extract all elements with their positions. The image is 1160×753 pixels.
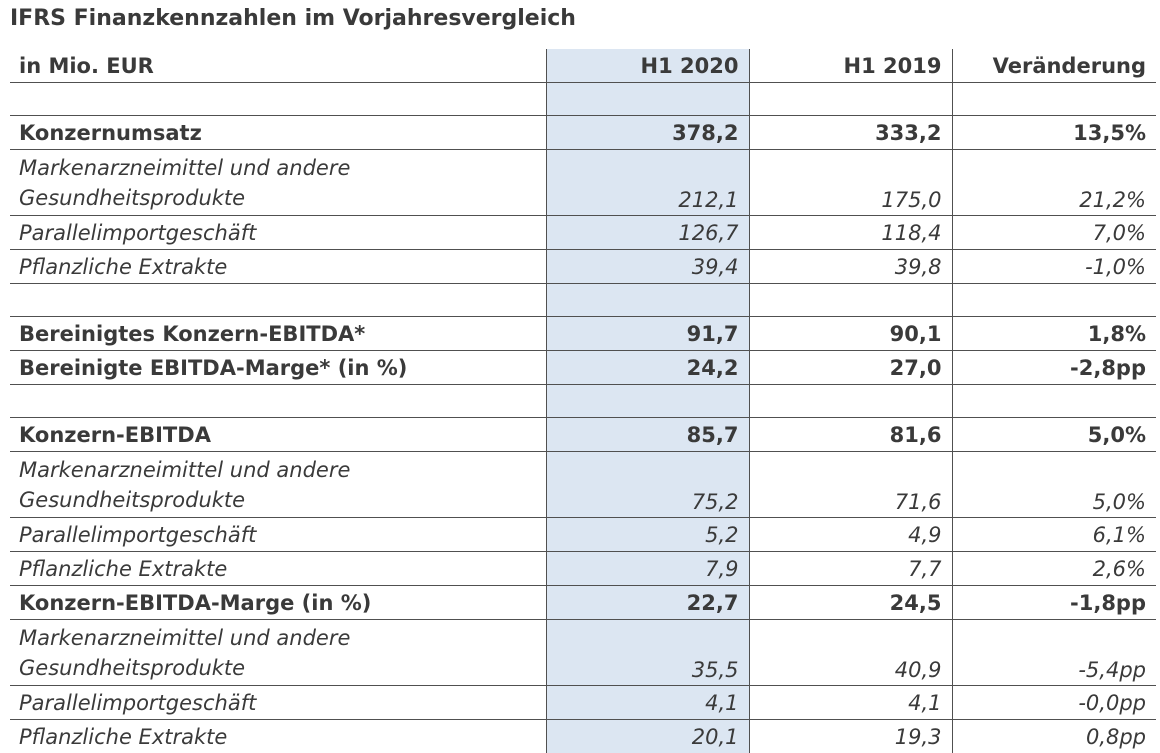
row-label <box>10 83 546 116</box>
value-h1-2020 <box>546 284 749 317</box>
value-change <box>952 385 1156 418</box>
value-h1-2020: 4,1 <box>546 686 749 720</box>
value-h1-2020: 85,7 <box>546 418 749 452</box>
row-label: Konzern-EBITDA <box>10 418 546 452</box>
value-h1-2019: 40,9 <box>749 620 952 686</box>
value-h1-2020: 20,1 <box>546 720 749 753</box>
value-h1-2020: 91,7 <box>546 317 749 351</box>
value-h1-2019: 39,8 <box>749 250 952 284</box>
value-change: 1,8% <box>952 317 1156 351</box>
row-label: Bereinigtes Konzern-EBITDA* <box>10 317 546 351</box>
page-title: IFRS Finanzkennzahlen im Vorjahresvergle… <box>10 6 576 31</box>
table-row: Markenarzneimittel und andere Gesundheit… <box>10 150 1156 216</box>
row-label: Konzernumsatz <box>10 116 546 150</box>
spacer-row <box>10 385 1156 418</box>
spacer-row <box>10 83 1156 116</box>
value-h1-2020: 39,4 <box>546 250 749 284</box>
value-h1-2019: 4,1 <box>749 686 952 720</box>
value-h1-2019 <box>749 284 952 317</box>
value-h1-2020: 22,7 <box>546 586 749 620</box>
value-change <box>952 284 1156 317</box>
row-label: Pflanzliche Extrakte <box>10 552 546 586</box>
value-h1-2019: 118,4 <box>749 216 952 250</box>
row-label: Parallelimportgeschäft <box>10 518 546 552</box>
value-h1-2019: 333,2 <box>749 116 952 150</box>
value-h1-2019: 175,0 <box>749 150 952 216</box>
value-h1-2019: 90,1 <box>749 317 952 351</box>
column-header-unit: in Mio. EUR <box>10 49 546 83</box>
financials-table: in Mio. EUR H1 2020 H1 2019 Veränderung … <box>10 49 1156 753</box>
value-h1-2020: 7,9 <box>546 552 749 586</box>
value-h1-2019: 71,6 <box>749 452 952 518</box>
spacer-row <box>10 284 1156 317</box>
value-h1-2019: 81,6 <box>749 418 952 452</box>
value-h1-2019 <box>749 83 952 116</box>
row-label: Markenarzneimittel und andere Gesundheit… <box>10 452 546 518</box>
value-h1-2020: 378,2 <box>546 116 749 150</box>
value-change: -1,0% <box>952 250 1156 284</box>
table-row: Markenarzneimittel und andere Gesundheit… <box>10 620 1156 686</box>
row-label: Markenarzneimittel und andere Gesundheit… <box>10 620 546 686</box>
value-h1-2020: 126,7 <box>546 216 749 250</box>
value-h1-2020: 35,5 <box>546 620 749 686</box>
value-change: -0,0pp <box>952 686 1156 720</box>
value-change: 2,6% <box>952 552 1156 586</box>
value-h1-2019: 4,9 <box>749 518 952 552</box>
row-label: Parallelimportgeschäft <box>10 686 546 720</box>
value-h1-2020: 212,1 <box>546 150 749 216</box>
value-change: 6,1% <box>952 518 1156 552</box>
row-label: Bereinigte EBITDA-Marge* (in %) <box>10 351 546 385</box>
value-h1-2019 <box>749 385 952 418</box>
value-change: 13,5% <box>952 116 1156 150</box>
value-change: -1,8pp <box>952 586 1156 620</box>
row-label: Markenarzneimittel und andere Gesundheit… <box>10 150 546 216</box>
value-change: 21,2% <box>952 150 1156 216</box>
row-label <box>10 284 546 317</box>
row-label: Parallelimportgeschäft <box>10 216 546 250</box>
value-change: 7,0% <box>952 216 1156 250</box>
value-change <box>952 83 1156 116</box>
table-header-row: in Mio. EUR H1 2020 H1 2019 Veränderung <box>10 49 1156 83</box>
value-h1-2020: 5,2 <box>546 518 749 552</box>
row-label: Konzern-EBITDA-Marge (in %) <box>10 586 546 620</box>
value-h1-2020 <box>546 83 749 116</box>
value-h1-2019: 19,3 <box>749 720 952 753</box>
value-h1-2020: 75,2 <box>546 452 749 518</box>
column-header-change: Veränderung <box>952 49 1156 83</box>
value-h1-2019: 27,0 <box>749 351 952 385</box>
row-label: Pflanzliche Extrakte <box>10 250 546 284</box>
value-h1-2019: 7,7 <box>749 552 952 586</box>
value-change: 5,0% <box>952 418 1156 452</box>
row-label: Pflanzliche Extrakte <box>10 720 546 753</box>
column-header-h1-2020: H1 2020 <box>546 49 749 83</box>
value-change: 5,0% <box>952 452 1156 518</box>
value-change: -2,8pp <box>952 351 1156 385</box>
table-row: Markenarzneimittel und andere Gesundheit… <box>10 452 1156 518</box>
value-h1-2020: 24,2 <box>546 351 749 385</box>
value-h1-2019: 24,5 <box>749 586 952 620</box>
value-change: 0,8pp <box>952 720 1156 753</box>
value-h1-2020 <box>546 385 749 418</box>
row-label <box>10 385 546 418</box>
value-change: -5,4pp <box>952 620 1156 686</box>
column-header-h1-2019: H1 2019 <box>749 49 952 83</box>
